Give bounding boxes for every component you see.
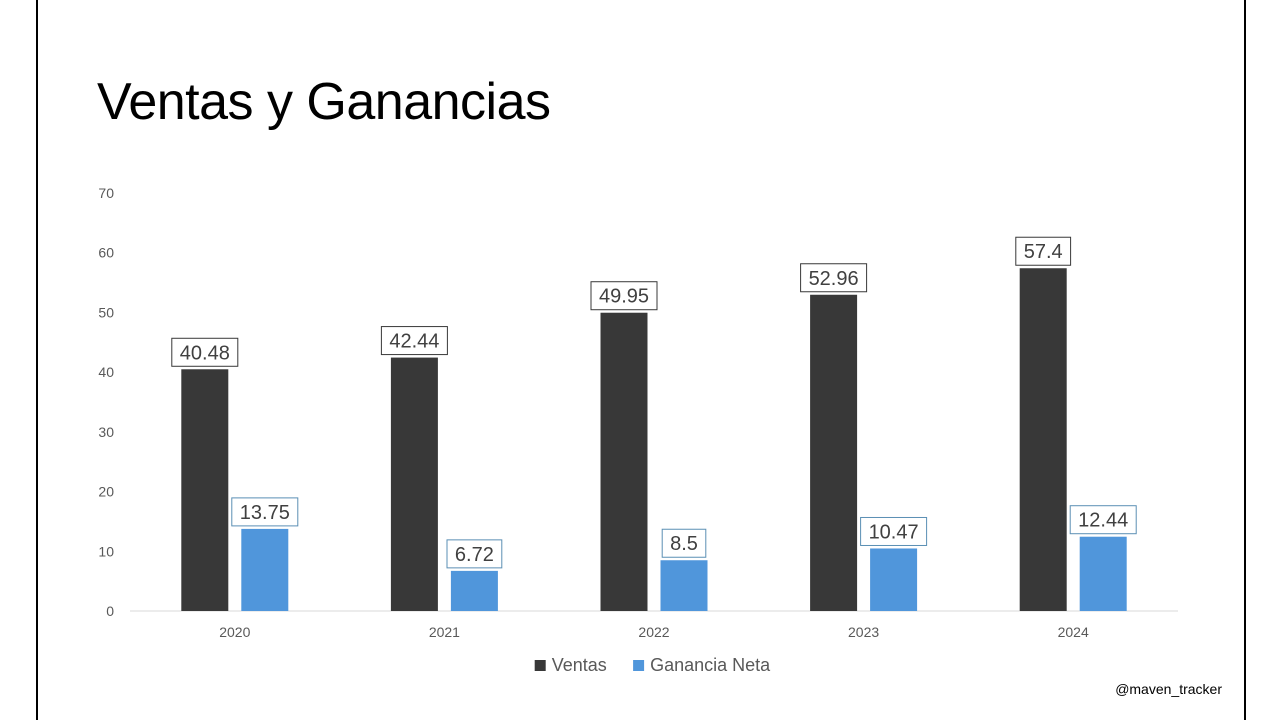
data-label: 12.44 [1078,510,1128,532]
bar-ventas [181,369,229,611]
data-label: 8.5 [670,533,698,555]
x-tick-label: 2023 [848,624,879,640]
data-label: 40.48 [180,342,230,364]
data-label: 49.95 [599,286,649,308]
data-label: 13.75 [240,502,290,524]
y-tick-label: 20 [98,484,114,500]
data-label-box [1015,236,1072,266]
slide-border-right [1244,0,1246,720]
x-tick-label: 2020 [219,624,250,640]
bar-ganancia-neta [450,570,498,611]
data-label: 6.72 [455,544,494,566]
bar-ganancia-neta [241,528,289,611]
data-label-box [590,281,658,311]
bar-ventas [810,294,858,611]
data-label-box [1069,505,1137,535]
data-label-box [860,516,928,546]
slide-border-left [36,0,38,720]
data-label: 42.44 [389,331,439,353]
data-label-box [231,497,299,527]
data-label: 10.47 [869,521,919,543]
data-label-box [171,337,239,367]
y-tick-label: 50 [98,304,114,320]
data-label-box [446,539,503,569]
y-tick-label: 10 [98,543,114,559]
bar-ventas [1019,268,1067,611]
bar-ganancia-neta [660,560,708,611]
bar-ventas [390,357,438,611]
x-tick-label: 2021 [429,624,460,640]
data-label: 57.4 [1024,241,1063,263]
legend-item-label: Ventas [552,655,607,675]
legend-swatch [633,660,645,671]
watermark: @maven_tracker [1115,681,1222,697]
data-label: 52.96 [809,268,859,290]
y-tick-label: 0 [106,603,114,619]
x-tick-label: 2022 [638,624,669,640]
y-tick-label: 30 [98,424,114,440]
y-tick-label: 70 [98,185,114,201]
bar-ganancia-neta [1079,536,1127,611]
legend-item-label: Ganancia Neta [650,655,771,675]
slide-title: Ventas y Ganancias [97,73,551,131]
bar-ganancia-neta [870,548,918,611]
bar-ventas [600,312,648,611]
data-label-box [380,326,448,356]
data-label-box [661,528,707,558]
x-tick-label: 2024 [1058,624,1089,640]
y-tick-label: 40 [98,364,114,380]
legend-swatch [534,660,546,671]
data-label-box [800,263,868,293]
y-tick-label: 60 [98,245,114,261]
